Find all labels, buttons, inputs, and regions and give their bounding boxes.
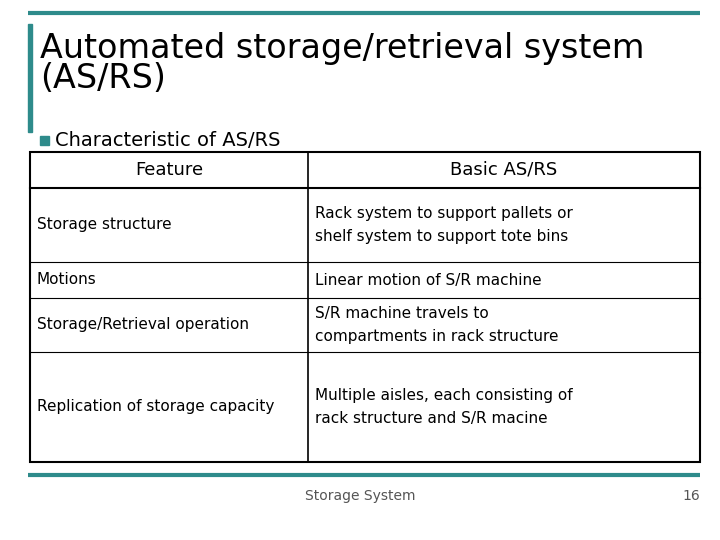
Text: Linear motion of S/R machine: Linear motion of S/R machine bbox=[315, 273, 541, 287]
Text: Rack system to support pallets or
shelf system to support tote bins: Rack system to support pallets or shelf … bbox=[315, 206, 573, 244]
Text: Feature: Feature bbox=[135, 161, 203, 179]
Text: (AS/RS): (AS/RS) bbox=[40, 62, 166, 95]
Bar bbox=[30, 152, 700, 462]
Text: Motions: Motions bbox=[37, 273, 96, 287]
Text: Multiple aisles, each consisting of
rack structure and S/R macine: Multiple aisles, each consisting of rack… bbox=[315, 388, 572, 426]
Text: Storage System: Storage System bbox=[305, 489, 415, 503]
Text: Storage/Retrieval operation: Storage/Retrieval operation bbox=[37, 318, 249, 333]
Text: Automated storage/retrieval system: Automated storage/retrieval system bbox=[40, 32, 644, 65]
Text: S/R machine travels to
compartments in rack structure: S/R machine travels to compartments in r… bbox=[315, 306, 559, 343]
Bar bbox=[28, 24, 32, 132]
Text: Storage structure: Storage structure bbox=[37, 218, 171, 233]
Text: Replication of storage capacity: Replication of storage capacity bbox=[37, 400, 274, 415]
Text: Basic AS/RS: Basic AS/RS bbox=[451, 161, 558, 179]
Bar bbox=[40, 136, 49, 145]
Text: 16: 16 bbox=[683, 489, 700, 503]
Text: Characteristic of AS/RS: Characteristic of AS/RS bbox=[55, 131, 281, 150]
